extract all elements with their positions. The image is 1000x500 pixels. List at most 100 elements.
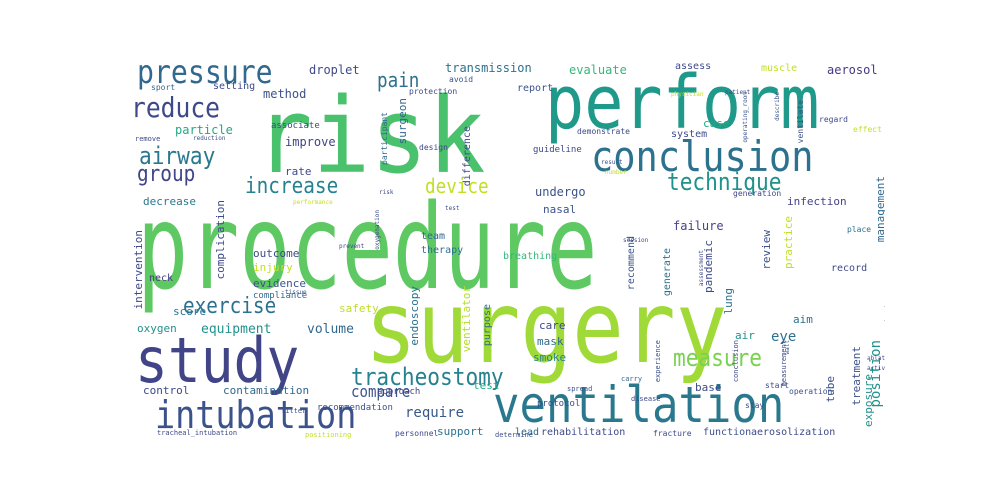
cloud-word: filter: [281, 407, 307, 415]
cloud-word: exposure: [862, 374, 875, 427]
cloud-word: recommendation: [317, 403, 393, 413]
cloud-word: device: [425, 174, 489, 198]
cloud-word: setting: [213, 81, 256, 92]
cloud-word: effect: [853, 125, 882, 134]
cloud-word: droplet: [309, 63, 360, 77]
cloud-word: perform: [545, 60, 820, 146]
cloud-word: experience: [654, 340, 662, 383]
cloud-word: stay: [745, 401, 765, 410]
cloud-word: measure: [673, 344, 763, 372]
cloud-word: conclusion: [591, 132, 814, 181]
cloud-word: operation: [789, 387, 833, 396]
cloud-word: reduction: [193, 135, 226, 142]
cloud-word: therapy: [421, 245, 464, 256]
cloud-word: test: [445, 205, 460, 212]
cloud-word: practice: [782, 216, 795, 269]
cloud-word: approach: [377, 387, 421, 397]
cloud-word: infection: [787, 195, 847, 208]
cloud-word: ventilate: [796, 100, 805, 144]
cloud-word: patient: [725, 89, 751, 96]
cloud-word: pressure: [137, 53, 273, 91]
cloud-word: support: [437, 425, 484, 438]
cloud-word: fracture: [653, 429, 692, 438]
cloud-word: design: [419, 143, 448, 152]
cloud-word: outcome: [253, 247, 300, 260]
cloud-word: surgeon: [396, 98, 409, 145]
cloud-word: test: [473, 379, 500, 392]
cloud-word: sport: [151, 83, 176, 92]
cloud-word: complication: [214, 200, 227, 280]
cloud-word: lung: [722, 288, 735, 315]
cloud-word: study: [135, 324, 300, 397]
cloud-word: aerosol: [827, 63, 878, 77]
cloud-word: score: [173, 305, 207, 318]
cloud-word: intervention: [132, 230, 145, 310]
cloud-word: intubation: [155, 393, 357, 437]
cloud-word: function: [703, 427, 752, 438]
cloud-word: number: [605, 169, 627, 176]
cloud-word: protocol: [537, 399, 581, 409]
cloud-word: volume: [307, 322, 354, 337]
cloud-word: compliance: [253, 291, 308, 301]
cloud-word: disease: [631, 395, 661, 403]
cloud-word: assess: [675, 61, 712, 72]
cloud-word: ventilator: [460, 286, 473, 353]
cloud-word: associate: [271, 121, 320, 131]
cloud-word: control: [143, 384, 190, 397]
cloud-word: safety: [339, 302, 379, 315]
cloud-word: review: [760, 230, 773, 270]
cloud-word: positioning: [305, 431, 352, 439]
cloud-word: tracheal_intubation: [157, 429, 238, 437]
cloud-word: personnel: [395, 429, 439, 438]
cloud-word: contamination: [223, 384, 310, 397]
cloud-word: tracheostomy: [351, 363, 504, 391]
cloud-word: group: [137, 162, 196, 187]
cloud-word: assessment: [698, 250, 705, 287]
cloud-word: transmission: [445, 61, 532, 75]
cloud-word: air: [735, 329, 755, 342]
cloud-word: nasal: [543, 203, 577, 216]
cloud-word: exercise: [183, 294, 277, 319]
cloud-word: procedure: [137, 178, 598, 316]
cloud-word: remove: [135, 135, 161, 143]
word-cloud: procedure surgery risk perform study ven…: [125, 40, 885, 450]
cloud-word: demonstrate: [577, 127, 630, 136]
cloud-word: conclusion: [732, 340, 740, 383]
cloud-word: aerosolization: [751, 427, 836, 438]
cloud-word: surgery: [365, 269, 728, 386]
cloud-word: ablate: [867, 355, 885, 362]
cloud-word: rate: [285, 165, 312, 178]
cloud-word: determine: [495, 431, 533, 439]
cloud-word: tissue: [285, 289, 307, 296]
cloud-word: describe: [774, 92, 781, 121]
cloud-word: equipment: [201, 322, 272, 337]
cloud-word: start: [765, 381, 790, 390]
cloud-word: technique: [667, 168, 782, 196]
cloud-word: breathing: [503, 251, 558, 262]
cloud-word: improve: [285, 135, 336, 149]
cloud-word: method: [263, 87, 307, 101]
cloud-word: injury: [253, 261, 293, 274]
cloud-word: increase: [245, 174, 339, 199]
cloud-word: carry: [621, 375, 643, 383]
cloud-word: regard: [819, 115, 848, 124]
cloud-word: report: [517, 83, 554, 94]
cloud-word: spread: [567, 385, 593, 393]
cloud-word: neck: [149, 273, 174, 284]
cloud-word: difference: [462, 126, 473, 187]
cloud-word: system: [671, 129, 708, 140]
cloud-word: management: [874, 176, 885, 243]
cloud-word: result: [601, 159, 623, 166]
cloud-word: undergo: [535, 185, 586, 199]
cloud-word: wall: [784, 340, 791, 355]
cloud-word: rehabilitation: [541, 427, 626, 438]
cloud-word: team: [421, 231, 446, 242]
cloud-word: lead: [515, 427, 540, 438]
cloud-word: risk: [379, 189, 394, 196]
cloud-word: guideline: [533, 145, 582, 155]
cloud-word: purpose: [482, 304, 493, 347]
cloud-word: protection: [409, 87, 458, 96]
cloud-word: generate: [662, 248, 673, 297]
cloud-word: require: [405, 405, 465, 421]
cloud-word: oxygenation: [374, 210, 381, 250]
